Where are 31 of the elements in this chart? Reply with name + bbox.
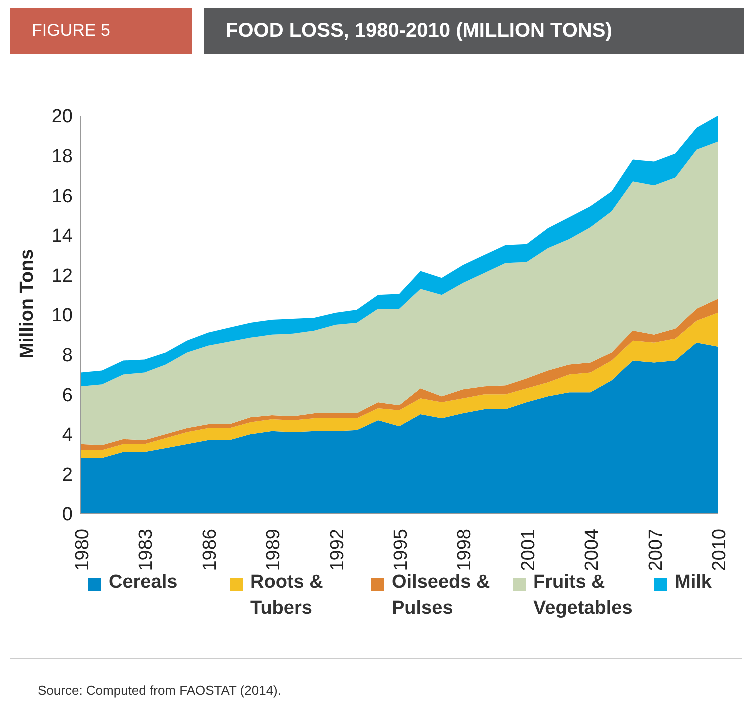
source-note: Source: Computed from FAOSTAT (2014). [38,683,282,698]
y-tick-label: 6 [62,385,73,406]
y-tick-label: 8 [62,346,73,367]
x-tick-label: 1992 [327,529,348,572]
x-tick-label: 1995 [390,529,412,572]
y-tick-label: 12 [52,266,73,287]
y-tick-label: 4 [62,425,74,446]
y-tick-label: 20 [52,106,73,128]
x-tick-label: 2007 [646,529,667,572]
legend-label: Fruits & Vegetables [534,571,634,621]
x-tick-label: 1989 [264,529,285,572]
x-tick-label: 2004 [582,528,604,572]
x-tick-label: 2001 [518,529,540,572]
x-tick-label: 1986 [200,529,221,572]
chart-title: FOOD LOSS, 1980-2010 (MILLION TONS) [204,8,744,54]
legend-label: Roots & Tubers [250,571,324,621]
x-tick-label: 1998 [454,529,476,572]
legend-label: Cereals [109,571,178,595]
y-tick-label: 0 [62,504,73,526]
legend-label: Oilseeds & Pulses [392,571,492,621]
y-tick-label: 14 [52,226,74,248]
x-tick-label: 2010 [709,529,730,572]
y-tick-label: 2 [62,464,73,486]
x-tick-label: 1980 [72,529,94,572]
x-tick-label: 1983 [136,529,158,572]
caption: FIGURE 5 [10,8,192,54]
y-tick-label: 18 [52,146,73,168]
legend-label: Milk [675,571,712,595]
y-tick-label: 16 [52,186,73,208]
y-tick-label: 10 [52,306,73,327]
y-axis-title: Million Tons [17,249,39,359]
